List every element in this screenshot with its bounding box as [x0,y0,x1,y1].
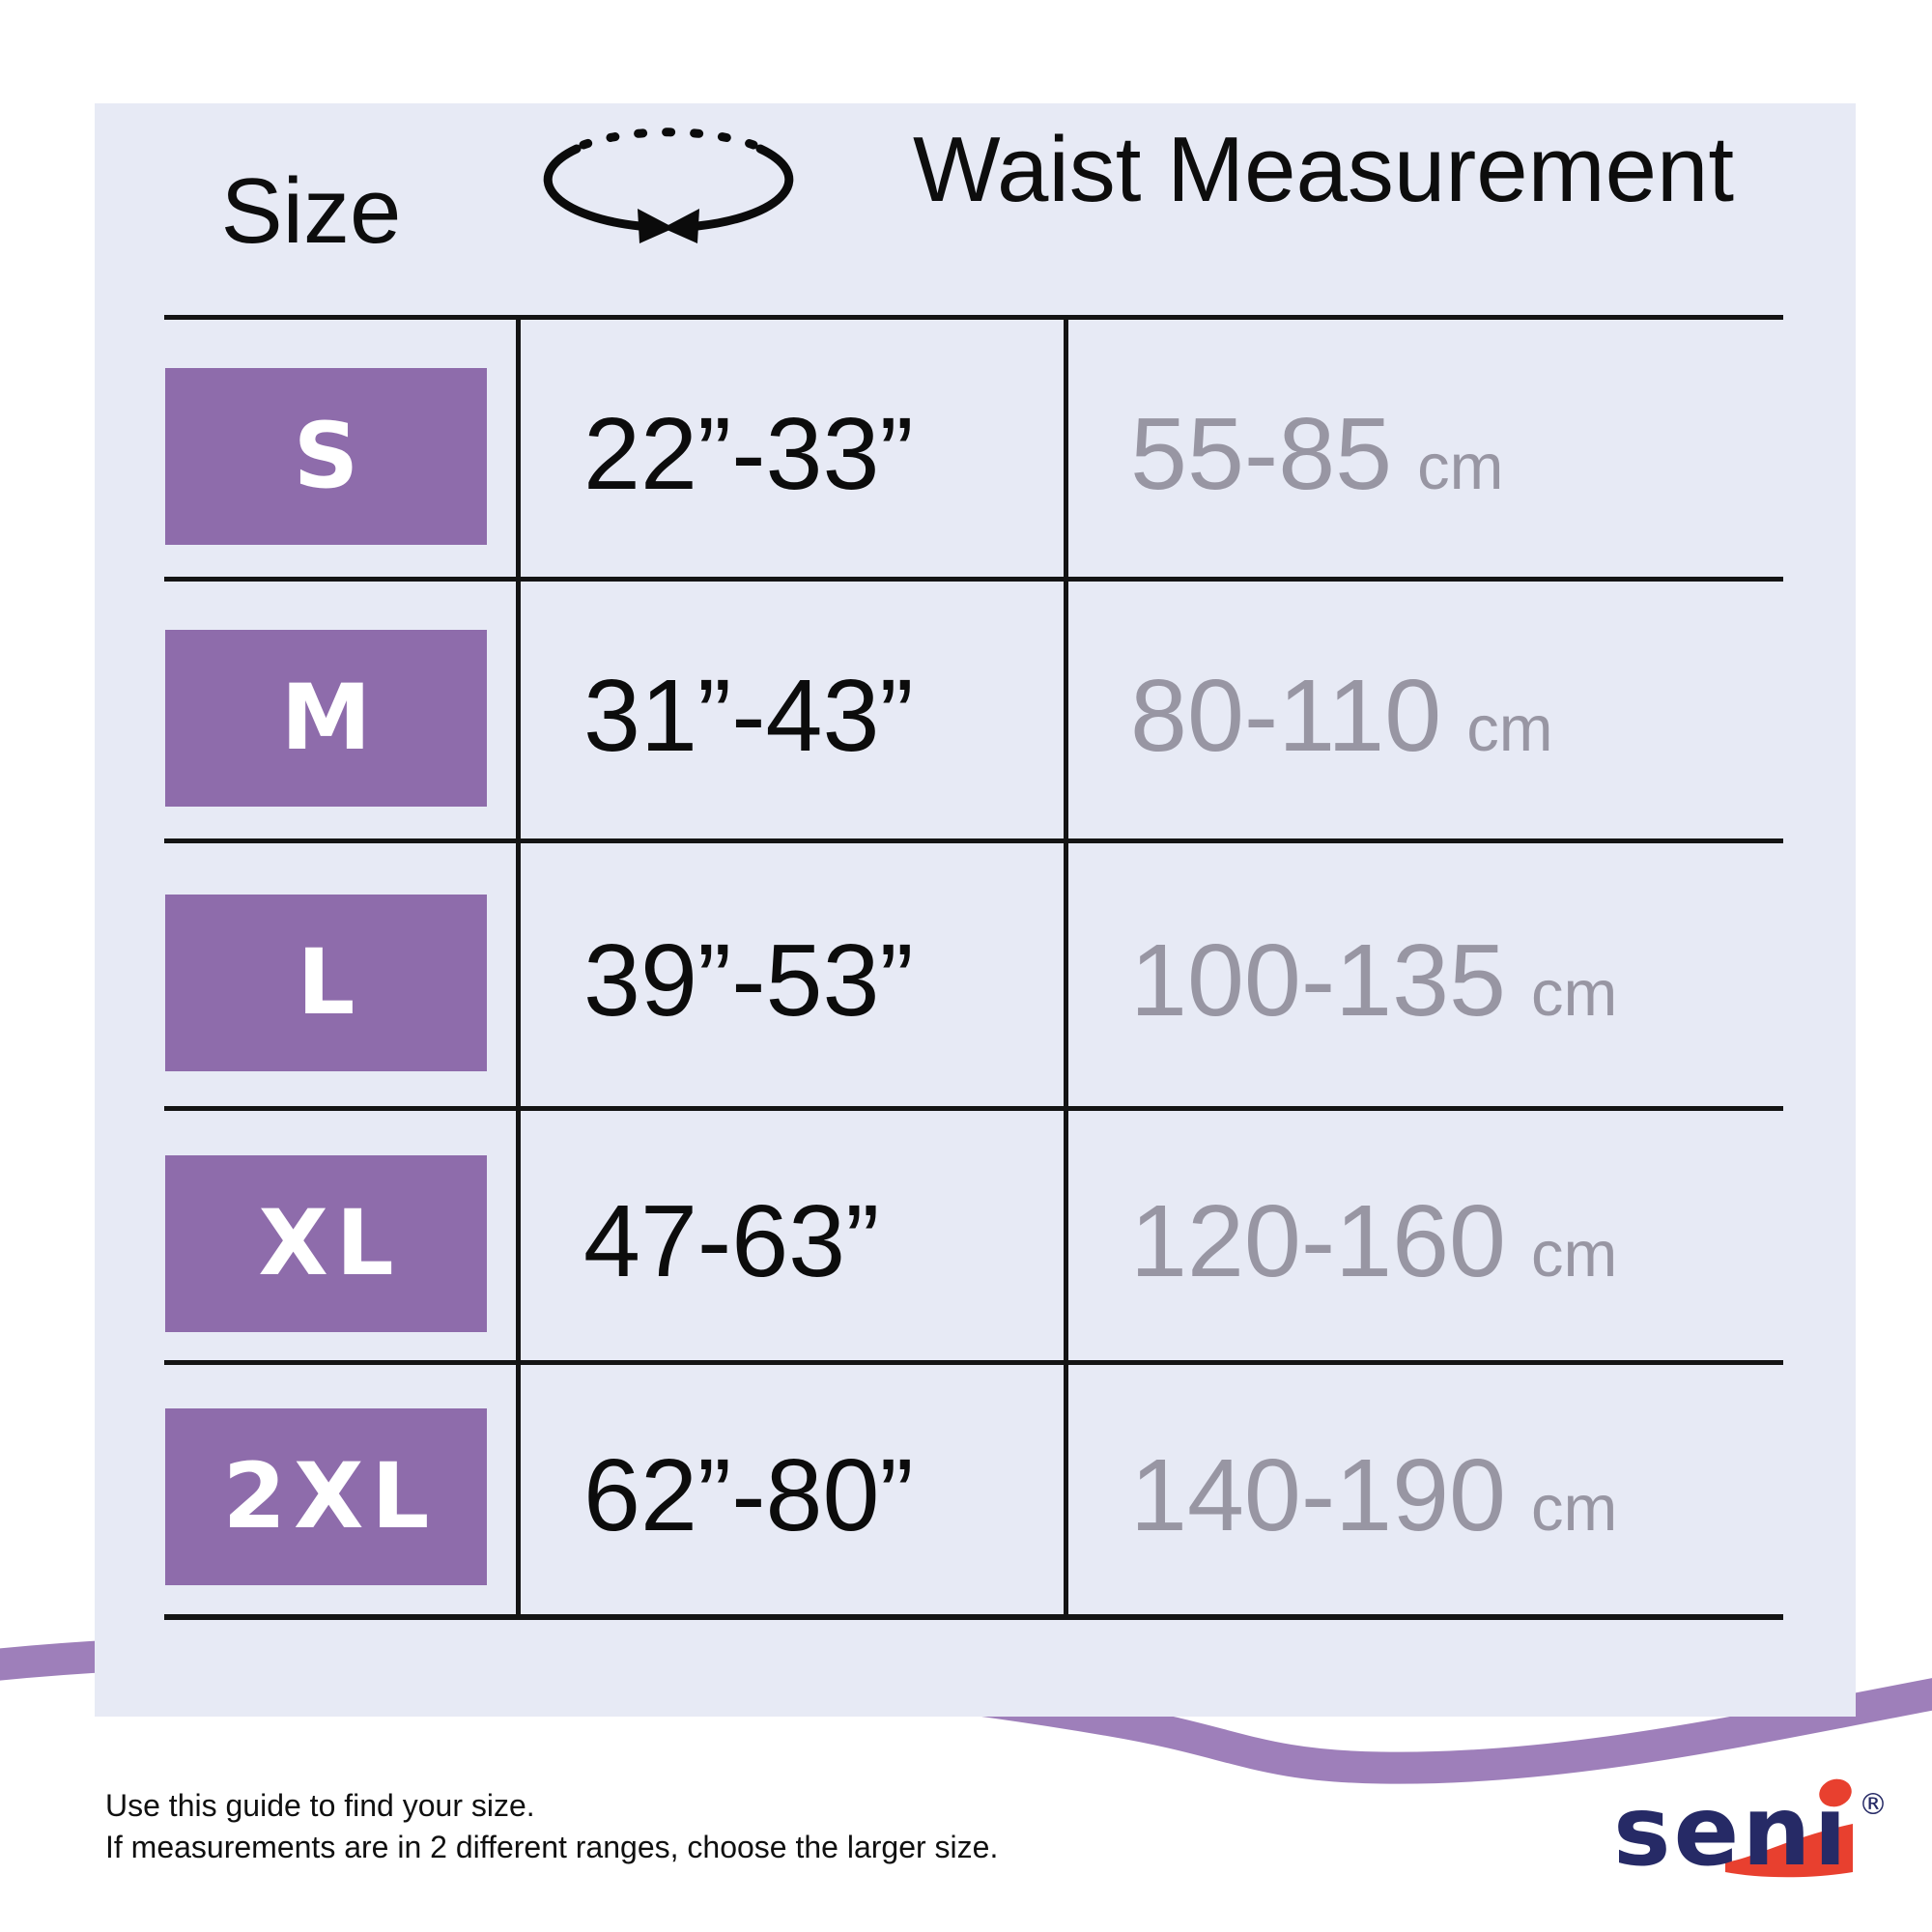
cm-unit: cm [1417,431,1504,503]
table-line-row1 [164,577,1783,582]
inches-value-l: 39”-53” [583,923,914,1037]
usage-note: Use this guide to find your size. If mea… [105,1785,998,1868]
tape-left-arrowhead [638,209,674,243]
size-badge-2xl: 2XL [165,1408,487,1585]
size-badge-label: 2XL [222,1444,438,1549]
tape-left-arc [543,144,644,231]
cm-number: 55-85 [1130,397,1393,511]
inches-value-m: 31”-43” [583,659,914,773]
table-line-bottom [164,1614,1783,1620]
table-line-top [164,315,1783,320]
table-line-row2 [164,838,1783,843]
size-column-header: Size [220,159,402,263]
size-badge-label: S [293,404,367,509]
seni-logo: senı ® [1613,1776,1888,1888]
table-divider-size-inches [516,315,521,1619]
registered-mark: ® [1859,1788,1888,1822]
table-line-row3 [164,1106,1783,1111]
seni-logo-i-dot [1819,1778,1852,1807]
cm-value-l: 100-135 cm [1130,929,1617,1032]
seni-logo-text: senı [1613,1776,1850,1888]
table-divider-inches-cm [1064,315,1068,1619]
cm-value-m: 80-110 cm [1130,665,1553,767]
cm-unit: cm [1531,957,1618,1030]
tape-right-arc [693,144,794,231]
cm-value-xl: 120-160 cm [1130,1190,1617,1293]
tape-dashed-arc [579,128,758,150]
cm-number: 140-190 [1130,1438,1507,1552]
size-badge-xl: XL [165,1155,487,1332]
cm-unit: cm [1531,1218,1618,1291]
inches-value-s: 22”-33” [583,397,914,511]
size-badge-m: M [165,630,487,807]
usage-note-line2: If measurements are in 2 different range… [105,1830,999,1864]
size-badge-label: L [297,930,363,1036]
cm-unit: cm [1531,1472,1618,1545]
tape-right-arrowhead [663,209,699,243]
inches-value-xl: 47-63” [583,1184,880,1298]
inches-value-2xl: 62”-80” [583,1438,914,1552]
waist-column-header: Waist Measurement [913,118,1735,221]
cm-number: 80-110 [1130,659,1442,773]
size-badge-label: XL [258,1191,402,1296]
cm-number: 120-160 [1130,1184,1507,1298]
cm-number: 100-135 [1130,923,1507,1037]
cm-value-s: 55-85 cm [1130,403,1503,505]
waist-tape-measure-icon [543,128,794,243]
seni-logo-red-wave [1725,1824,1853,1878]
size-badge-label: M [280,666,380,771]
cm-unit: cm [1466,693,1553,765]
size-badge-l: L [165,895,487,1071]
size-badge-s: S [165,368,487,545]
usage-note-line1: Use this guide to find your size. [105,1788,535,1823]
cm-value-2xl: 140-190 cm [1130,1444,1617,1547]
table-line-row4 [164,1360,1783,1365]
